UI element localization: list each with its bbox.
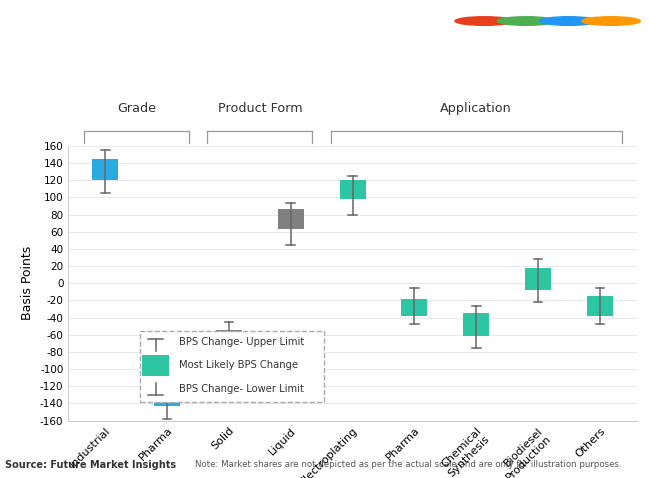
Text: BPS Change- Lower Limit: BPS Change- Lower Limit bbox=[179, 384, 304, 394]
Text: Projected BPS Change in Market Share for Key Segments in Global: Projected BPS Change in Market Share for… bbox=[10, 20, 523, 34]
Circle shape bbox=[582, 17, 640, 25]
FancyBboxPatch shape bbox=[140, 331, 324, 402]
Text: Source: Future Market Insights: Source: Future Market Insights bbox=[5, 460, 176, 470]
Text: Application: Application bbox=[441, 102, 512, 115]
Text: Future Market Insights: Future Market Insights bbox=[480, 84, 560, 90]
Bar bbox=[340, 180, 365, 199]
Text: Most Likely BPS Change: Most Likely BPS Change bbox=[179, 360, 298, 370]
Text: BPS Change- Upper Limit: BPS Change- Upper Limit bbox=[179, 337, 304, 347]
Bar bbox=[278, 209, 304, 229]
Circle shape bbox=[540, 17, 598, 25]
Text: fmi: fmi bbox=[499, 53, 541, 77]
Bar bbox=[154, 382, 180, 406]
Text: Product Form: Product Form bbox=[218, 102, 302, 115]
Bar bbox=[216, 330, 242, 350]
Y-axis label: Basis Points: Basis Points bbox=[21, 246, 34, 320]
Bar bbox=[463, 313, 489, 337]
Bar bbox=[92, 159, 118, 180]
Bar bbox=[142, 355, 169, 376]
Bar bbox=[402, 299, 428, 316]
Text: Grade: Grade bbox=[117, 102, 156, 115]
Text: Methane Sulfonic Acid Market, 2021-2031: Methane Sulfonic Acid Market, 2021-2031 bbox=[10, 62, 332, 76]
Bar bbox=[587, 296, 613, 316]
Circle shape bbox=[455, 17, 514, 25]
Bar bbox=[525, 268, 551, 290]
Text: Note: Market shares are not depicted as per the actual scale and are only for il: Note: Market shares are not depicted as … bbox=[195, 460, 621, 469]
Circle shape bbox=[497, 17, 556, 25]
